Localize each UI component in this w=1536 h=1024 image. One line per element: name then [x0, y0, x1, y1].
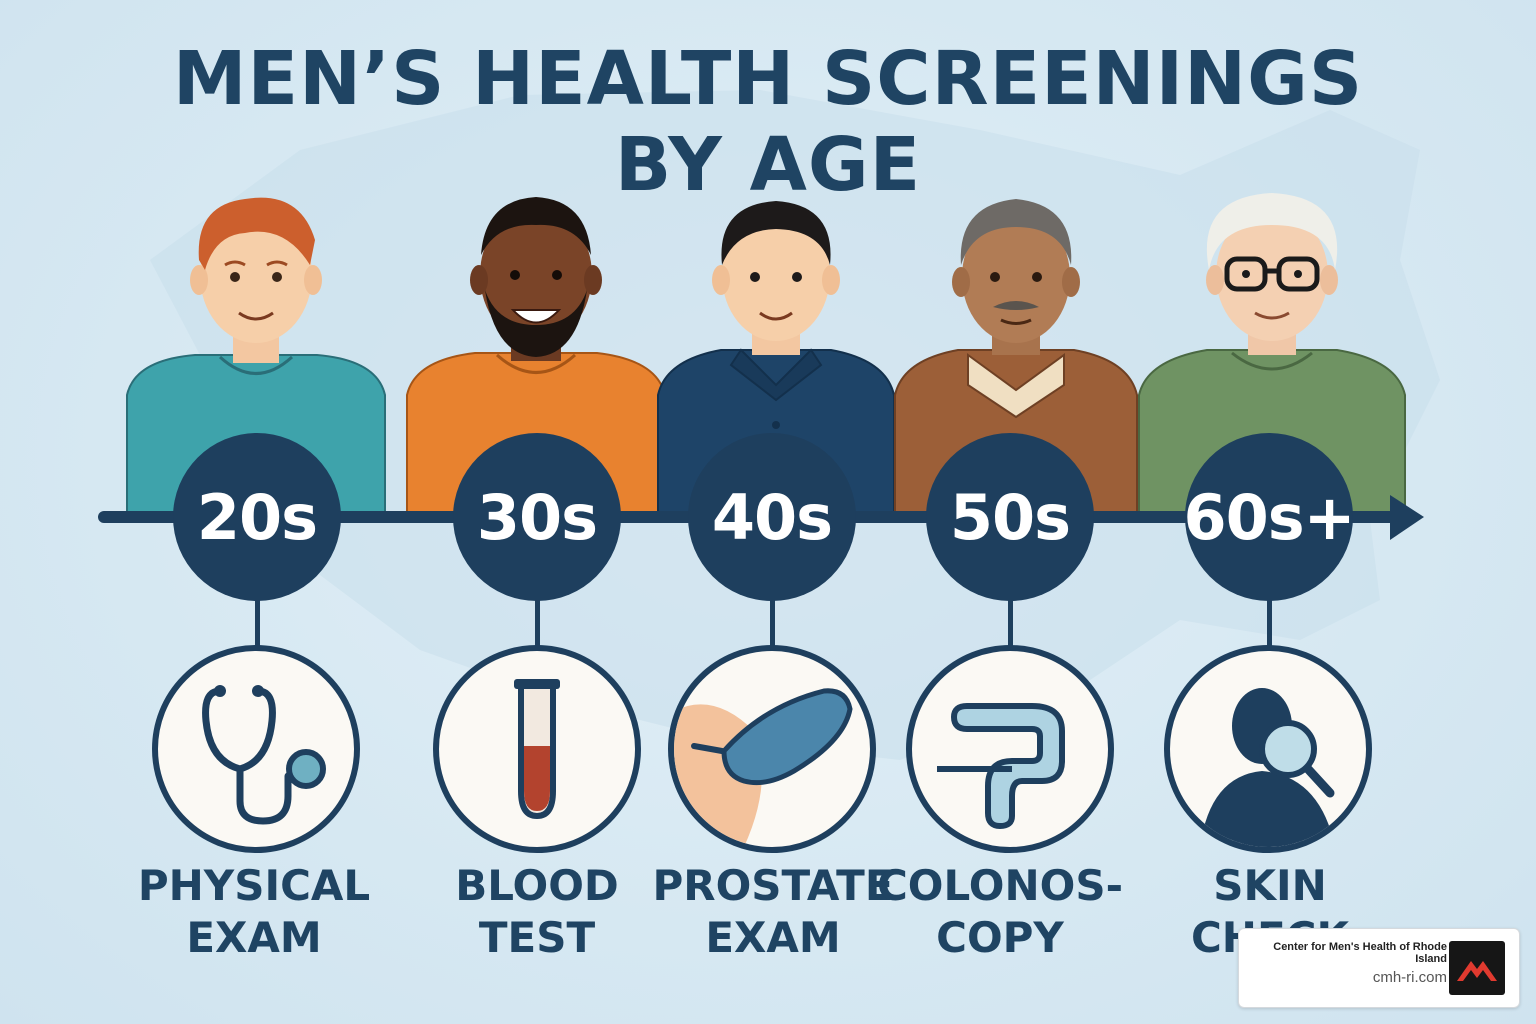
label-blood-test: BLOOD TEST: [455, 861, 619, 962]
connector-50s: [1008, 590, 1013, 650]
age-badge-20s: 20s: [173, 433, 341, 601]
age-badge-50s: 50s: [926, 433, 1094, 601]
icon-circle-physical-exam: [152, 645, 360, 853]
gloved-hand-icon: [674, 688, 853, 847]
mountain-logo-icon: [1449, 941, 1505, 995]
connector-20s: [255, 590, 260, 650]
age-badge-40s: 40s: [688, 433, 856, 601]
magnifier-person-icon: [1200, 688, 1335, 847]
age-badge-30s: 30s: [453, 433, 621, 601]
test-tube-icon: [514, 679, 560, 820]
title-line-1: MEN’S HEALTH SCREENINGS: [172, 36, 1364, 122]
label-physical-exam: PHYSICAL EXAM: [137, 861, 371, 962]
age-badge-60s: 60s+: [1183, 433, 1356, 601]
connector-40s: [770, 590, 775, 650]
colon-icon: [937, 703, 1065, 830]
icon-circle-skin-check: [1164, 645, 1372, 853]
title-line-2: BY AGE: [614, 122, 922, 208]
icon-circle-blood-test: [433, 645, 641, 853]
label-prostate-exam: PROSTATE EXAM: [652, 861, 894, 962]
connector-30s: [535, 590, 540, 650]
stethoscope-icon: [202, 685, 326, 825]
brand-url[interactable]: cmh-ri.com: [1372, 969, 1447, 986]
icon-circle-colonoscopy: [906, 645, 1114, 853]
icon-circle-prostate-exam: [668, 645, 876, 853]
connector-60s: [1267, 590, 1272, 650]
label-colonoscopy: COLONOS- COPY: [876, 861, 1124, 962]
brand-badge[interactable]: Center for Men's Health of Rhode Island …: [1238, 928, 1520, 1008]
brand-name: Center for Men's Health of Rhode Island: [1273, 941, 1447, 965]
